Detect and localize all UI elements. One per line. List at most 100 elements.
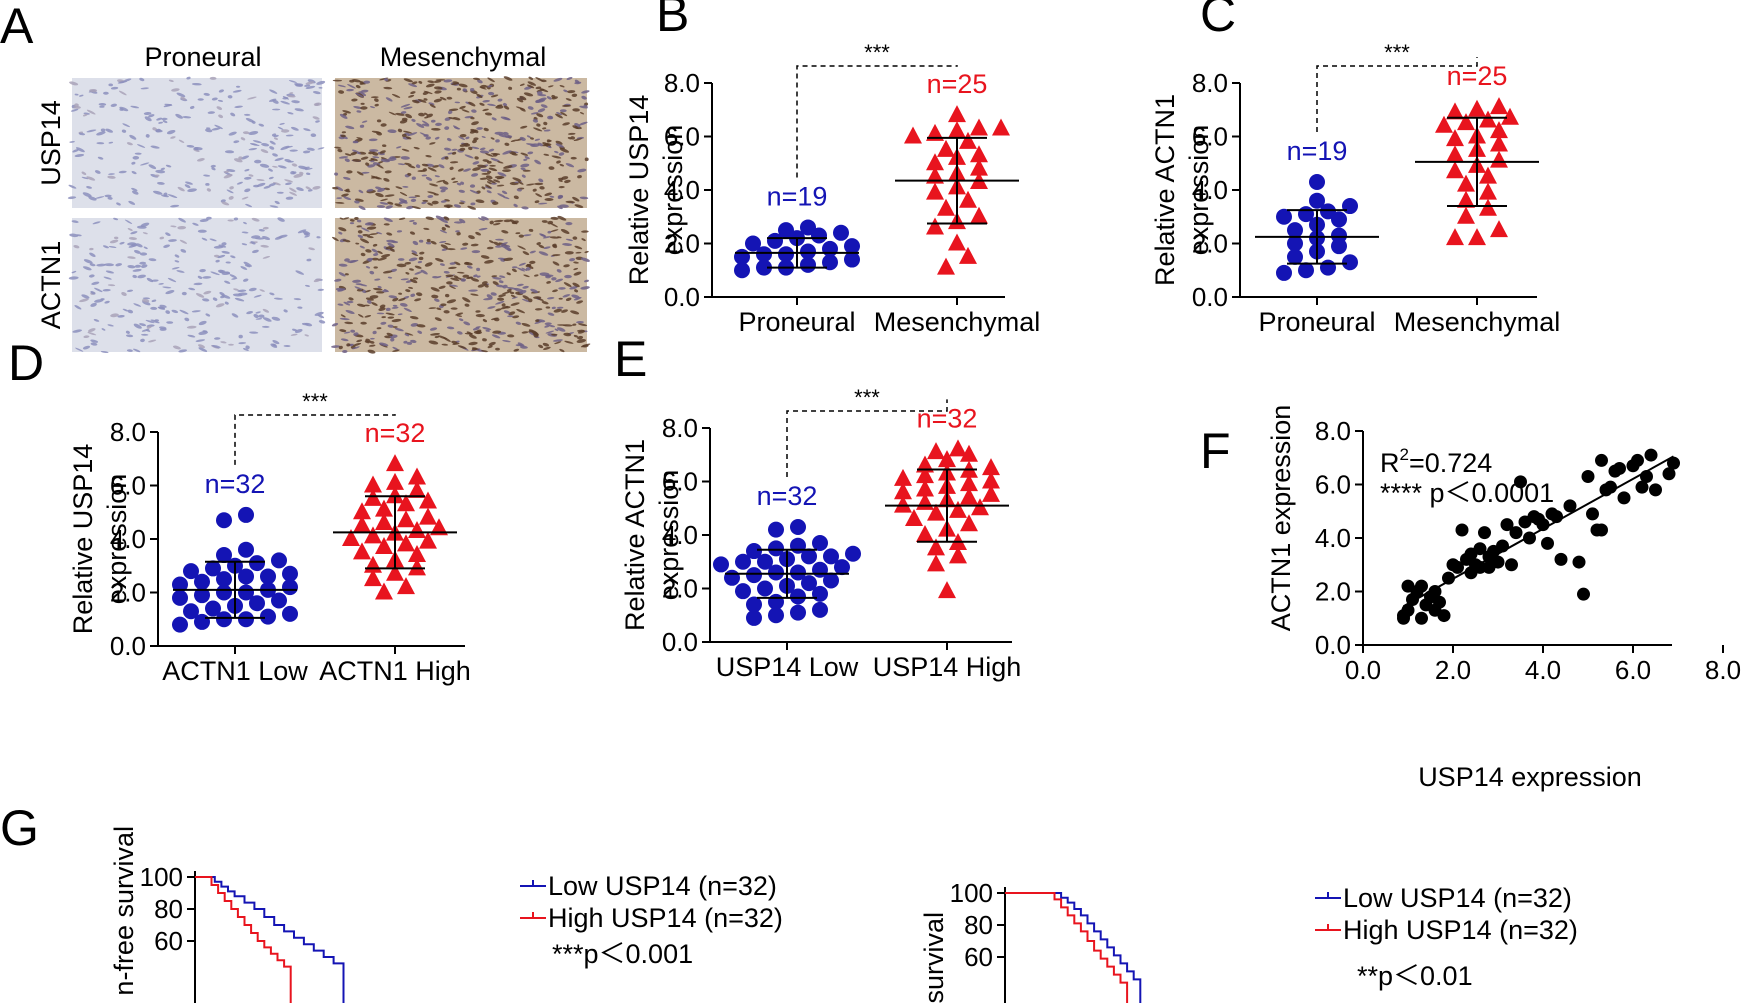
cell-nucleus [506,272,511,276]
cell-nucleus [375,192,384,198]
cell-nucleus [410,323,419,327]
cell-nucleus [500,116,511,121]
cell-nucleus [318,86,323,89]
data-point [1457,206,1475,224]
cell-nucleus [477,164,487,168]
cell-nucleus [356,339,363,343]
cell-nucleus [191,82,202,86]
cell-nucleus [444,156,449,160]
cell-nucleus [186,76,191,80]
cell-nucleus [356,219,362,223]
cell-nucleus [470,202,476,206]
cell-nucleus [537,108,546,113]
data-point [364,569,382,587]
cell-nucleus [521,174,526,178]
cell-nucleus [439,263,445,266]
cell-nucleus [174,254,180,258]
cell-nucleus [392,304,398,307]
cell-nucleus [543,121,548,126]
cell-nucleus [516,308,526,314]
cell-nucleus [475,199,485,204]
y-tick-label: 8.0 [664,68,700,98]
cell-nucleus [553,308,563,313]
cell-nucleus [519,136,526,141]
cell-nucleus [132,190,139,195]
cell-nucleus [228,343,234,346]
cell-nucleus [520,152,529,156]
cell-nucleus [281,129,290,133]
cell-nucleus [411,206,421,210]
cell-nucleus [417,260,423,264]
cell-nucleus [108,173,115,175]
cell-nucleus [344,258,350,262]
column-label-proneural: Proneural [144,42,261,72]
data-point [800,219,816,236]
cell-nucleus [469,184,476,188]
cell-nucleus [563,332,572,337]
cell-nucleus [409,278,418,284]
significance-stars: *** [864,40,890,65]
cell-nucleus [510,302,520,306]
data-point [1586,507,1599,521]
cell-nucleus [459,147,466,152]
cell-nucleus [81,176,89,180]
cell-nucleus [224,150,235,154]
data-point [823,572,839,589]
cell-nucleus [141,298,150,303]
cell-nucleus [557,205,563,210]
data-point [724,569,740,586]
cell-nucleus [259,289,265,292]
cell-nucleus [475,310,481,313]
cell-nucleus [221,294,231,299]
data-point [1342,198,1358,215]
data-point [767,232,783,249]
cell-nucleus [481,168,490,172]
cell-nucleus [577,168,587,173]
cell-nucleus [363,80,371,84]
cell-nucleus [536,91,543,95]
cell-nucleus [429,327,438,331]
cell-nucleus [459,142,469,147]
cell-nucleus [143,246,148,250]
cell-nucleus [439,229,448,234]
cell-nucleus [201,237,208,241]
cell-nucleus [271,133,277,137]
cell-nucleus [501,230,509,234]
data-point [1401,603,1415,617]
cell-nucleus [414,271,423,275]
cell-nucleus [562,243,573,246]
data-point [1613,461,1626,475]
significance-bracket [786,399,948,477]
cell-nucleus [581,90,590,94]
cell-nucleus [436,179,446,183]
cell-nucleus [449,166,454,171]
data-point [249,555,265,572]
cell-nucleus [148,164,157,170]
cell-nucleus [544,324,550,328]
y-tick-label: 8.0 [110,417,146,447]
cell-nucleus [355,84,361,89]
data-point [1491,555,1505,569]
cell-nucleus [344,273,349,276]
cell-nucleus [544,192,553,197]
cell-nucleus [445,293,450,298]
cell-nucleus [389,156,396,160]
cell-nucleus [285,182,292,186]
data-point [364,475,382,493]
cell-nucleus [577,175,582,179]
cell-nucleus [462,88,467,92]
cell-nucleus [490,152,501,156]
cell-nucleus [535,319,540,323]
cell-nucleus [519,345,528,349]
data-point [183,563,199,580]
cell-nucleus [555,278,564,283]
data-point [790,564,806,581]
cell-nucleus [559,148,570,153]
cell-nucleus [143,111,152,116]
cell-nucleus [110,103,117,107]
cell-nucleus [384,170,392,174]
cell-nucleus [203,290,212,295]
cell-nucleus [254,159,262,164]
cell-nucleus [86,129,97,133]
data-point [778,222,794,239]
